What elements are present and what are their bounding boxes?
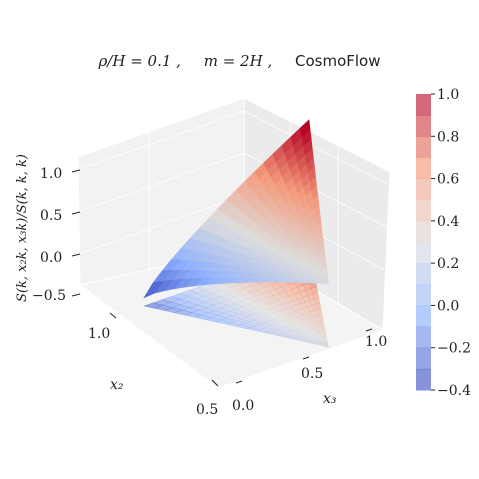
colorbar-band	[416, 305, 431, 328]
colorbar-band	[416, 94, 431, 116]
title-part-rho: ρ/H = 0.1 ,	[98, 52, 181, 70]
floor-contour-projection	[143, 247, 329, 348]
x2-tick-label: 0.5	[196, 402, 218, 418]
surface	[143, 119, 329, 299]
x2-tick-label: 1.0	[88, 326, 110, 342]
z-tick-mark	[71, 211, 81, 215]
colorbar-band	[416, 284, 431, 306]
chart-title: ρ/H = 0.1 , m = 2H , CosmoFlow	[0, 52, 479, 70]
z-axis-label: S(k, x₂k, x₃k)/S(k, k, k)	[15, 154, 30, 302]
z-tick-label: 1.0	[40, 166, 62, 182]
x3-axis-label: x₃	[323, 391, 337, 407]
colorbar-tick-label: 0.2	[437, 256, 459, 272]
colorbar-tick-label: 0.4	[437, 214, 459, 230]
z-tick-mark	[71, 169, 81, 173]
x3-tick-label: 0.0	[232, 398, 254, 414]
title-part-method: CosmoFlow	[295, 52, 381, 70]
z-tick-label: 0.5	[40, 208, 62, 224]
x2-axis: 1.0 0.5 x₂	[88, 312, 219, 418]
colorbar-band	[416, 220, 431, 243]
colorbar-band	[416, 136, 431, 158]
z-tick-mark	[71, 253, 81, 257]
x2-axis-label: x₂	[110, 377, 124, 393]
colorbar-band	[416, 326, 431, 349]
colorbar-tick-label: 0.6	[437, 172, 459, 188]
floor-contour-cell	[143, 302, 164, 309]
colorbar-tick-label: 1.0	[437, 87, 459, 103]
colorbar-band	[416, 178, 431, 201]
colorbar-band	[416, 115, 431, 137]
z-axis: 1.0 0.5 0.0 −0.5 S(k, x₂k, x₃k)/S(k, k, …	[15, 154, 81, 304]
colorbar-tick-label: −0.2	[437, 341, 471, 357]
x3-tick-label: 0.5	[301, 366, 323, 382]
x3-tick-mark	[235, 380, 243, 384]
title-part-m: m = 2H ,	[203, 52, 273, 70]
x2-tick-mark	[109, 312, 117, 319]
x3-tick-mark	[302, 356, 310, 360]
colorbar-band	[416, 242, 431, 264]
colorbar-band	[416, 347, 431, 370]
colorbar-band	[416, 157, 431, 180]
z-tick-label: −0.5	[32, 288, 66, 304]
z-tick-label: 0.0	[40, 250, 62, 266]
x3-tick-label: 1.0	[365, 334, 387, 350]
colorbar-band	[416, 368, 431, 391]
x2-tick-mark	[211, 379, 219, 387]
x3-axis: 0.0 0.5 1.0 x₃	[232, 328, 387, 414]
colorbar-tick-label: −0.4	[437, 383, 471, 399]
colorbar-band	[416, 199, 431, 222]
x3-tick-mark	[365, 328, 373, 332]
colorbar-band	[416, 263, 431, 285]
z-tick-mark	[71, 293, 81, 297]
colorbar-tick-label: 0.8	[437, 129, 459, 145]
colorbar: −0.4 −0.2 0.0 0.2 0.4 0.6 0.8 1.0	[416, 87, 471, 399]
surface-cell	[143, 280, 164, 299]
colorbar-tick-label: 0.0	[437, 298, 459, 314]
